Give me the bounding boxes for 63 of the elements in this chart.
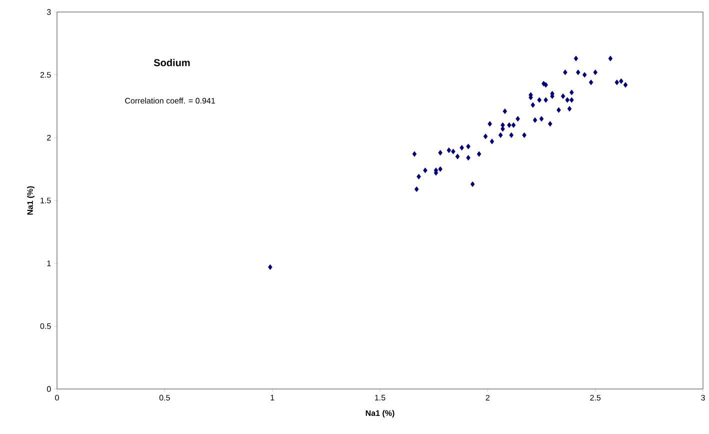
point xyxy=(537,97,542,103)
point xyxy=(498,132,503,138)
point xyxy=(614,80,620,86)
point xyxy=(608,56,613,62)
point xyxy=(582,72,587,78)
point xyxy=(619,78,624,84)
point xyxy=(567,106,572,112)
x-tick-label: 2.5 xyxy=(590,394,601,401)
point xyxy=(556,107,561,113)
point xyxy=(563,70,568,76)
y-tick-label: 0.5 xyxy=(40,323,51,329)
point xyxy=(516,116,520,122)
point xyxy=(511,122,516,128)
text: Sodium xyxy=(154,58,190,66)
point xyxy=(488,121,492,127)
point xyxy=(509,132,514,138)
point xyxy=(502,108,508,114)
x-tick-label: 2 xyxy=(486,394,490,400)
annotation: Correlation coeff. = 0.941 xyxy=(125,98,215,104)
point xyxy=(623,82,628,88)
point xyxy=(565,97,570,103)
point xyxy=(412,151,417,157)
point xyxy=(268,264,272,270)
point xyxy=(500,122,505,128)
point xyxy=(539,116,544,122)
point xyxy=(532,117,538,123)
point xyxy=(470,181,475,187)
point xyxy=(570,97,574,103)
point xyxy=(588,80,594,86)
point xyxy=(560,93,566,99)
point xyxy=(490,138,494,144)
y-tick-label: 2 xyxy=(47,134,51,140)
point xyxy=(438,166,442,172)
point xyxy=(593,70,598,76)
point xyxy=(455,154,460,160)
point xyxy=(414,186,419,192)
y-tick-label: 1.5 xyxy=(40,198,51,204)
x-tick-label: 3 xyxy=(701,394,705,401)
point xyxy=(416,174,421,180)
x-tick-label: 1.5 xyxy=(375,394,386,400)
point xyxy=(451,148,456,154)
y-tick-label: 2.5 xyxy=(40,72,51,78)
point xyxy=(476,151,482,157)
point xyxy=(483,134,488,140)
y-tick-label: 0 xyxy=(47,386,51,392)
point xyxy=(423,168,428,174)
x-tick-label: 0 xyxy=(55,394,59,401)
point xyxy=(446,147,452,154)
y-tick-label: 1 xyxy=(47,260,51,266)
x-tick-label: 1 xyxy=(270,394,274,400)
x-axis-title: Na1 (%) xyxy=(366,410,394,418)
point xyxy=(522,132,526,138)
x-tick-label: 0.5 xyxy=(159,394,170,401)
point xyxy=(544,97,548,103)
point xyxy=(466,144,470,150)
point xyxy=(507,122,512,128)
point xyxy=(548,121,552,127)
point xyxy=(530,102,536,108)
point xyxy=(574,56,578,62)
point xyxy=(570,90,574,96)
y-tick-label: 3 xyxy=(47,9,51,15)
y-axis-title: Na1 (%) xyxy=(27,186,34,215)
point xyxy=(576,70,580,76)
